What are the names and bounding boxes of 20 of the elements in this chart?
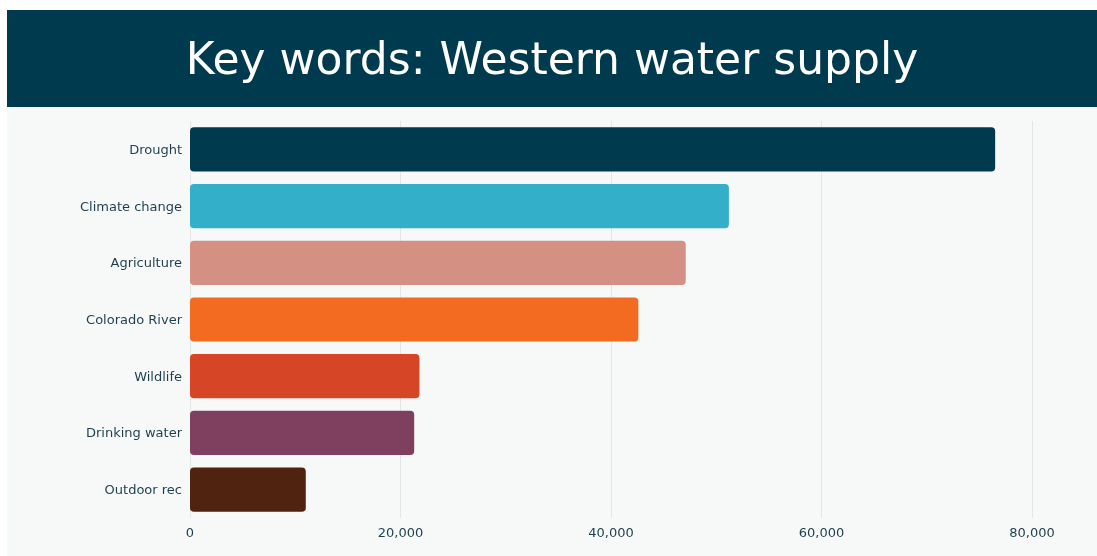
bar	[190, 467, 306, 512]
x-tick-label: 20,000	[377, 525, 424, 540]
y-tick-label: Wildlife	[134, 368, 182, 384]
bar	[190, 354, 420, 399]
x-tick-label: 0	[185, 525, 195, 540]
y-tick-label: Colorado River	[86, 312, 183, 327]
y-tick-label: Outdoor rec	[104, 482, 182, 498]
y-tick-label: Climate change	[79, 198, 182, 214]
x-tick-label: 40,000	[588, 525, 634, 540]
y-tick-label: Drought	[129, 141, 182, 157]
bar	[190, 410, 415, 456]
bar	[190, 240, 686, 285]
chart-title: Key words: Western water supply	[7, 10, 1097, 107]
x-tick-label: 80,000	[1009, 525, 1055, 540]
x-tick-label: 60,000	[798, 525, 845, 540]
bar	[190, 183, 729, 229]
y-tick-label: Agriculture	[110, 255, 182, 271]
bar	[190, 127, 996, 172]
bar	[190, 297, 639, 342]
y-tick-label: Drinking water	[85, 425, 183, 441]
